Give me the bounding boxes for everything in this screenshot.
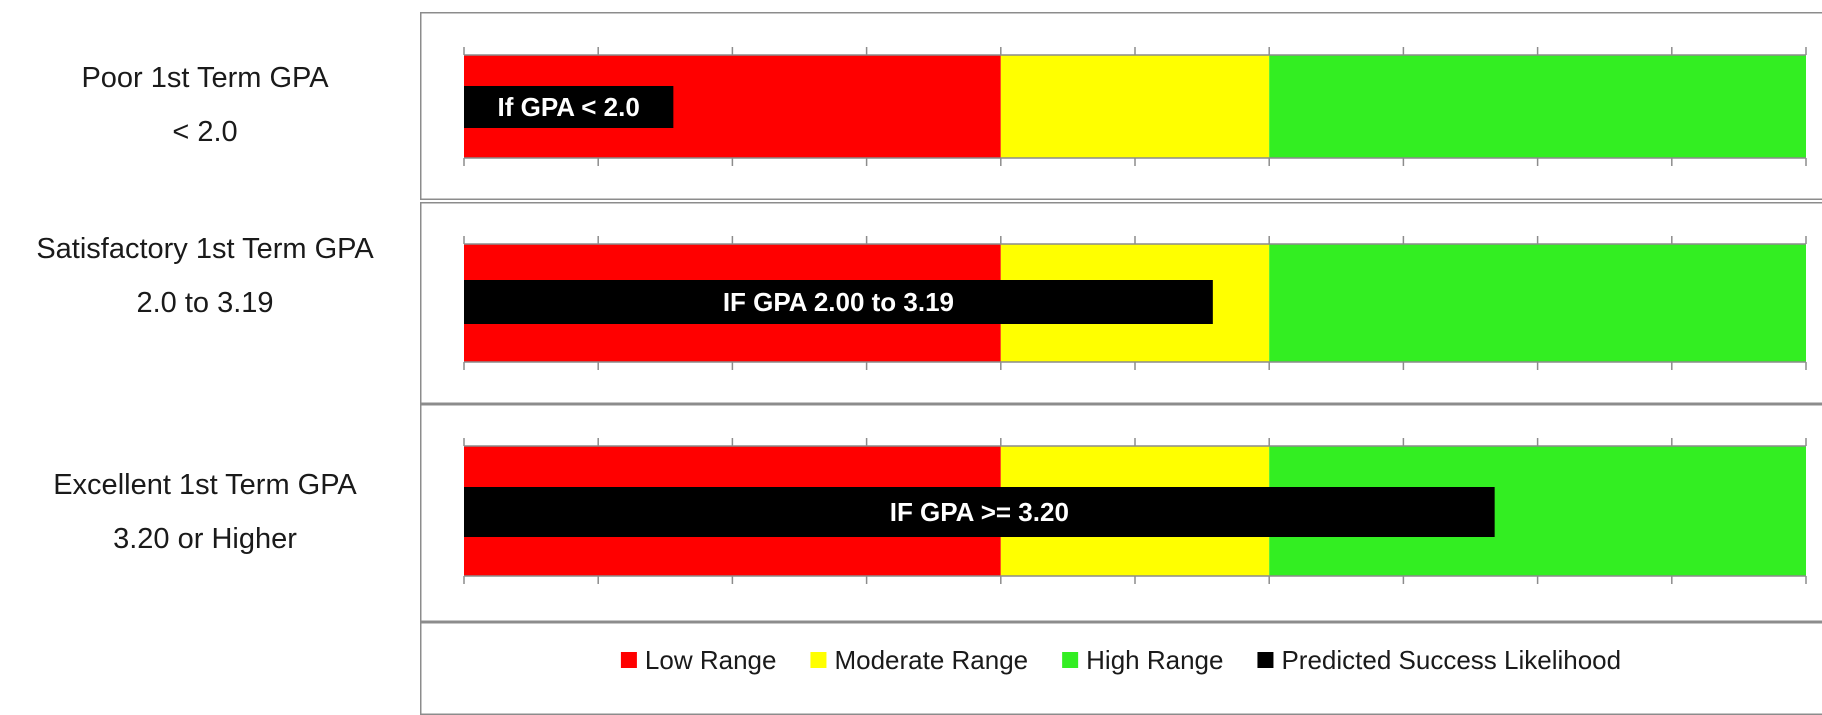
legend-swatch-high-range: [1062, 652, 1079, 668]
legend-label-predicted-success-likelihood: Predicted Success Likelihood: [1281, 645, 1621, 675]
measure-bar-excellent: [464, 487, 1495, 537]
row-label-title: Poor 1st Term GPA: [81, 62, 329, 94]
row-label-title: Satisfactory 1st Term GPA: [36, 233, 374, 265]
range-band-moderate-range: [1000, 55, 1270, 158]
measure-bar-label: IF GPA >= 3.20: [890, 497, 1069, 527]
range-band-high-range: [1269, 55, 1806, 158]
measure-bar-label: If GPA < 2.0: [498, 92, 640, 122]
measure-bar-label: IF GPA 2.00 to 3.19: [723, 287, 954, 317]
measure-bar-satisfactory: [464, 280, 1213, 324]
row-label-excellent: Excellent 1st Term GPA 3.20 or Higher: [0, 458, 410, 566]
legend-swatch-moderate-range: [810, 652, 827, 668]
row-label-satisfactory: Satisfactory 1st Term GPA 2.0 to 3.19: [0, 222, 410, 330]
legend-swatch-low-range: [620, 652, 637, 668]
legend-panel: [420, 622, 1822, 715]
row-label-title: Excellent 1st Term GPA: [53, 469, 357, 501]
measure-bar-poor: [464, 86, 674, 128]
legend-label-moderate-range: Moderate Range: [834, 645, 1028, 675]
row-label-range: < 2.0: [172, 116, 238, 148]
legend-label-high-range: High Range: [1086, 645, 1223, 675]
legend-label-low-range: Low Range: [645, 645, 777, 675]
legend-swatch-predicted-success-likelihood: [1257, 652, 1274, 668]
row-label-range: 2.0 to 3.19: [136, 287, 274, 319]
range-band-high-range: [1269, 244, 1806, 362]
row-label-poor: Poor 1st Term GPA < 2.0: [0, 51, 410, 159]
row-label-range: 3.20 or Higher: [113, 523, 297, 555]
